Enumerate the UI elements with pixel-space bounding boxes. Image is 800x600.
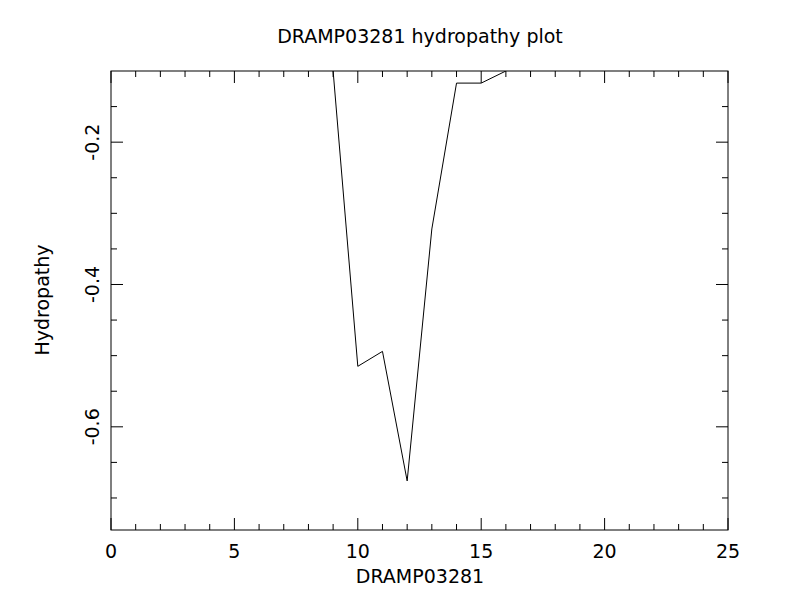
x-minor-tick-top (579, 71, 580, 77)
x-minor-tick (160, 524, 161, 530)
x-minor-tick-top (407, 71, 408, 77)
x-minor-tick-top (555, 71, 556, 77)
y-minor-tick-right (722, 177, 728, 178)
y-minor-tick (111, 497, 117, 498)
x-minor-tick (505, 524, 506, 530)
x-tick (728, 518, 729, 530)
y-minor-tick-right (722, 213, 728, 214)
frame (111, 71, 728, 530)
x-minor-tick (185, 524, 186, 530)
x-tick-label: 5 (228, 540, 240, 562)
x-minor-tick (135, 524, 136, 530)
y-tick-right (716, 284, 728, 285)
y-minor-tick-right (722, 355, 728, 356)
x-tick-label: 20 (593, 540, 617, 562)
x-minor-tick-top (382, 71, 383, 77)
y-minor-tick-right (722, 497, 728, 498)
plot-area (333, 71, 506, 481)
x-minor-tick-top (283, 71, 284, 77)
x-tick-top (604, 71, 605, 83)
hydropathy-line (333, 71, 506, 481)
x-tick-top (728, 71, 729, 83)
title: DRAMP03281 hydropathy plot (277, 25, 563, 47)
y-minor-tick-right (722, 248, 728, 249)
x-tick (111, 518, 112, 530)
y-axis-label: Hydropathy (31, 244, 53, 355)
y-minor-tick-right (722, 391, 728, 392)
x-minor-tick-top (160, 71, 161, 77)
x-tick (604, 518, 605, 530)
x-tick-top (481, 71, 482, 83)
x-minor-tick-top (431, 71, 432, 77)
y-minor-tick (111, 248, 117, 249)
x-minor-tick-top (678, 71, 679, 77)
x-minor-tick (209, 524, 210, 530)
x-minor-tick-top (259, 71, 260, 77)
x-minor-tick (382, 524, 383, 530)
y-tick (111, 284, 123, 285)
x-minor-tick (431, 524, 432, 530)
y-minor-tick-right (722, 320, 728, 321)
x-tick (234, 518, 235, 530)
x-minor-tick-top (530, 71, 531, 77)
y-minor-tick (111, 355, 117, 356)
x-minor-tick (579, 524, 580, 530)
x-minor-tick-top (703, 71, 704, 77)
y-minor-tick (111, 213, 117, 214)
x-minor-tick-top (653, 71, 654, 77)
y-tick-label: -0.4 (81, 266, 103, 303)
x-minor-tick-top (185, 71, 186, 77)
x-tick-top (234, 71, 235, 83)
x-tick-label: 0 (105, 540, 117, 562)
y-tick-label: -0.2 (81, 124, 103, 161)
y-minor-tick (111, 320, 117, 321)
y-minor-tick (111, 177, 117, 178)
x-minor-tick (530, 524, 531, 530)
x-minor-tick-top (135, 71, 136, 77)
x-tick-label: 25 (716, 540, 740, 562)
y-minor-tick-right (722, 106, 728, 107)
y-tick-right (716, 426, 728, 427)
y-tick-right (716, 142, 728, 143)
y-minor-tick (111, 106, 117, 107)
x-tick-top (357, 71, 358, 83)
x-minor-tick (555, 524, 556, 530)
x-tick-label: 10 (346, 540, 370, 562)
chart: 0 5 10 15 20 25 -0.2 -0.4 -0.6 DRAMP03281 hydropa… (0, 0, 800, 600)
x-minor-tick-top (505, 71, 506, 77)
x-minor-tick (283, 524, 284, 530)
x-minor-tick-top (209, 71, 210, 77)
x-tick (357, 518, 358, 530)
x-minor-tick-top (308, 71, 309, 77)
x-minor-tick (259, 524, 260, 530)
y-minor-tick (111, 391, 117, 392)
x-minor-tick-top (629, 71, 630, 77)
y-tick (111, 426, 123, 427)
x-minor-tick (703, 524, 704, 530)
y-tick-label: -0.6 (81, 408, 103, 445)
x-axis-label: DRAMP03281 (356, 565, 484, 587)
y-minor-tick (111, 462, 117, 463)
x-minor-tick (308, 524, 309, 530)
x-minor-tick (407, 524, 408, 530)
x-minor-tick (333, 524, 334, 530)
x-minor-tick (653, 524, 654, 530)
x-minor-tick (678, 524, 679, 530)
x-minor-tick (629, 524, 630, 530)
x-tick (481, 518, 482, 530)
x-minor-tick-top (456, 71, 457, 77)
y-minor-tick-right (722, 462, 728, 463)
x-tick-top (111, 71, 112, 83)
x-tick-label: 15 (469, 540, 493, 562)
x-minor-tick (456, 524, 457, 530)
y-tick (111, 142, 123, 143)
